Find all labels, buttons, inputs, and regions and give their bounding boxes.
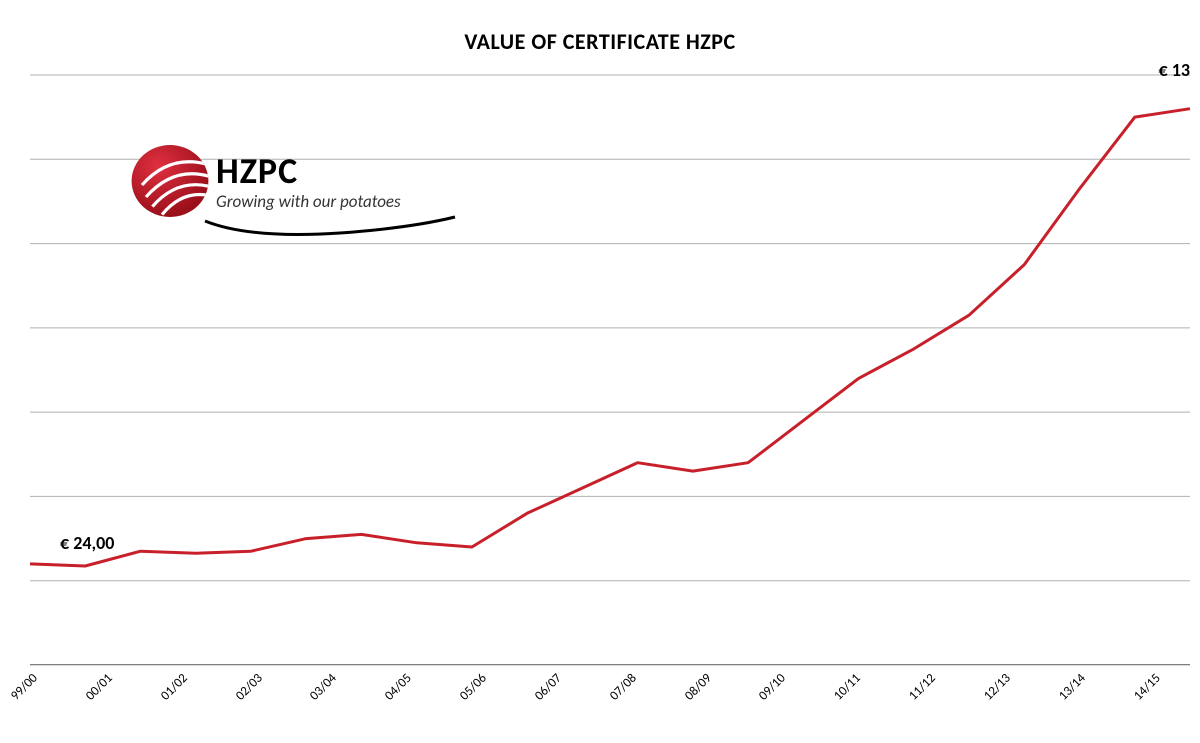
x-axis-label: 13/14 [1056, 671, 1089, 704]
x-axis-label: 99/00 [8, 671, 41, 704]
logo-sphere-icon [130, 141, 210, 221]
x-axis-label: 09/10 [756, 671, 789, 704]
logo-swoosh-icon [200, 213, 460, 243]
x-axis-label: 02/03 [233, 671, 266, 704]
x-axis-label: 12/13 [981, 671, 1014, 704]
hzpc-logo: HZPC Growing with our potatoes [130, 135, 470, 255]
x-axis [30, 664, 1190, 665]
logo-tagline-text: Growing with our potatoes [216, 191, 401, 212]
x-axis-label: 06/07 [532, 671, 565, 704]
start-value-label: € 24,00 [60, 532, 114, 554]
x-axis-label: 11/12 [906, 671, 939, 704]
x-axis-label: 14/15 [1131, 671, 1164, 704]
x-axis-label: 07/08 [607, 671, 640, 704]
x-axis-label: 10/11 [831, 671, 864, 704]
x-axis-label: 08/09 [682, 671, 715, 704]
chart-title: VALUE OF CERTIFICATE HZPC [0, 28, 1200, 55]
x-axis-label: 03/04 [307, 671, 340, 704]
end-value-label: € 13 [1159, 59, 1190, 81]
x-axis-label: 01/02 [158, 671, 191, 704]
x-axis-label: 00/01 [83, 671, 116, 704]
chart-container: VALUE OF CERTIFICATE HZPC 99/00 00/01 01/0… [0, 0, 1200, 743]
x-axis-label: 05/06 [457, 671, 490, 704]
logo-brand-text: HZPC [216, 149, 298, 193]
x-axis-label: 04/05 [382, 671, 415, 704]
